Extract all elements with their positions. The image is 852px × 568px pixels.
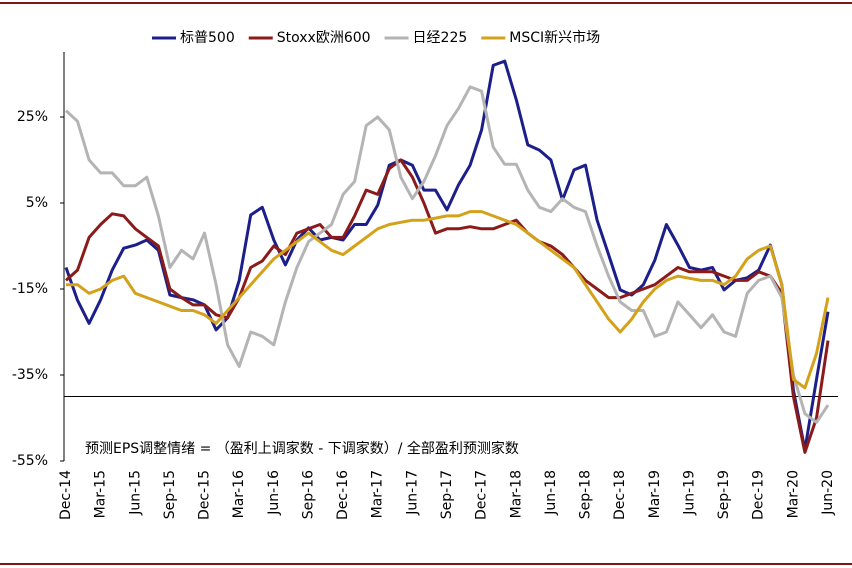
x-tick-label: Dec-19	[751, 470, 767, 520]
y-tick-label: -15%	[12, 281, 48, 297]
x-tick-label: Dec-16	[335, 470, 351, 520]
legend-label: MSCI新兴市场	[509, 29, 600, 46]
y-tick-label: -35%	[12, 367, 48, 383]
x-tick-label: Jun-16	[266, 470, 282, 516]
x-tick-label: Mar-20	[785, 470, 801, 518]
legend-label: Stoxx欧洲600	[277, 30, 371, 46]
x-tick-label: Jun-18	[543, 470, 559, 516]
series-line	[66, 210, 830, 390]
x-tick-label: Mar-18	[508, 470, 524, 518]
x-tick-label: Dec-18	[612, 470, 628, 520]
x-tick-label: Jun-19	[681, 470, 697, 516]
legend: 标普500 Stoxx欧洲600 日经225 MSCI新兴市场	[152, 29, 600, 46]
series-line	[64, 85, 830, 424]
y-tick-label: 25%	[17, 109, 48, 125]
x-tick-label: Dec-14	[58, 470, 74, 520]
y-tick-label: 5%	[26, 195, 48, 211]
x-tick-label: Mar-19	[647, 470, 663, 518]
series-line	[64, 59, 830, 452]
x-tick-label: Jun-20	[820, 470, 836, 516]
x-tick-label: Sep-17	[439, 470, 455, 519]
x-tick-label: Dec-15	[197, 470, 213, 520]
x-tick-label: Jun-17	[404, 470, 420, 516]
x-tick-label: Sep-16	[300, 470, 316, 519]
x-tick-label: Sep-18	[578, 470, 594, 519]
x-tick-label: Mar-17	[370, 470, 386, 518]
x-tick-label: Dec-17	[474, 470, 490, 520]
x-tick-label: Jun-15	[127, 470, 143, 516]
x-tick-label: Mar-15	[93, 470, 109, 518]
x-tick-label: Sep-15	[162, 470, 178, 519]
annotation: 预测EPS调整情绪 = （盈利上调家数 - 下调家数）/ 全部盈利预测家数	[85, 440, 519, 457]
series-line	[64, 158, 830, 454]
legend-label: 日经225	[413, 30, 468, 46]
x-tick-label: Sep-19	[716, 470, 732, 519]
y-tick-label: -55%	[12, 453, 48, 469]
legend-label: 标普500	[180, 30, 235, 46]
x-tick-label: Mar-16	[231, 470, 247, 518]
